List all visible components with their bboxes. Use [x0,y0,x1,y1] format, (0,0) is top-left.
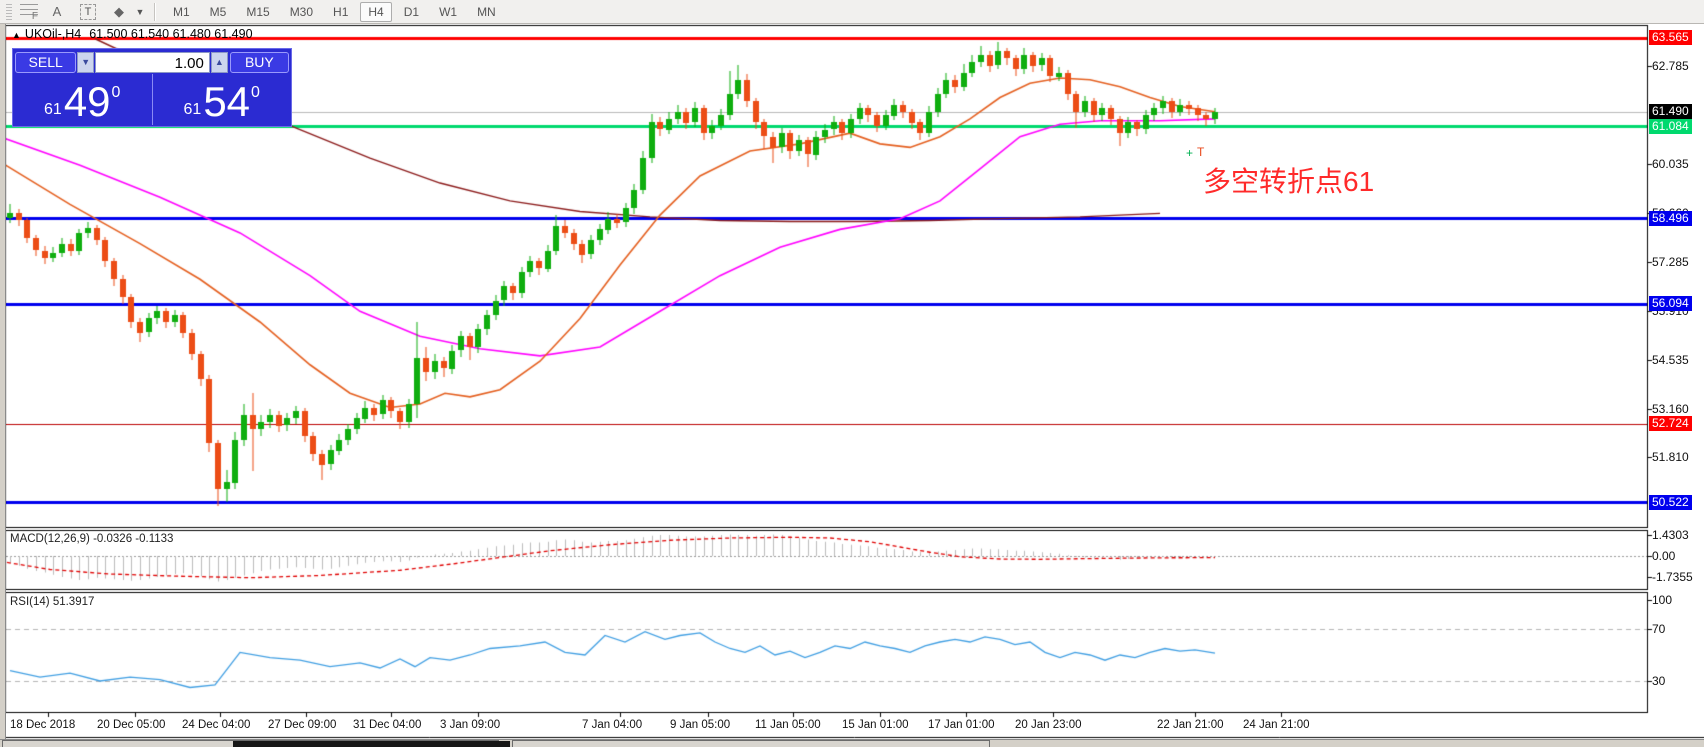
ohlc-values: 61.500 61.540 61.480 61.490 [89,27,253,41]
macd-indicator-label: MACD(12,26,9) -0.0326 -0.1133 [10,533,174,545]
time-axis-label: 9 Jan 05:00 [670,719,731,731]
collapse-triangle-icon[interactable]: ▲ [12,30,21,40]
price-badge: 56.094 [1649,296,1692,312]
macd-axis-label: 0.00 [1652,549,1676,563]
time-axis-label: 24 Dec 04:00 [182,719,251,731]
price-axis-label: 62.785 [1652,59,1689,73]
chart-title: ▲ UKOil-,H4 61.500 61.540 61.480 61.490 [12,27,253,41]
buy-button[interactable]: BUY [229,52,290,73]
buy-price-display[interactable]: 61 54 0 [153,74,292,125]
object-anchor-marker[interactable]: T [1197,145,1205,159]
time-axis-label: 20 Dec 05:00 [97,719,166,731]
price-badge: 58.496 [1649,210,1692,226]
rsi-indicator-label: RSI(14) 51.3917 [10,596,95,608]
sell-price-prefix: 61 [44,101,62,118]
time-axis-label: 24 Jan 21:00 [1243,719,1310,731]
window-left-border [0,24,6,747]
symbol-timeframe-label: UKOil-,H4 [24,27,82,41]
price-badge: 61.084 [1649,118,1692,134]
price-badge: 50.522 [1649,494,1692,510]
object-anchor-marker[interactable]: + [1186,146,1194,160]
price-axis-label: 51.810 [1652,450,1689,465]
price-badge: 63.565 [1649,30,1692,46]
time-axis-label: 27 Dec 09:00 [268,719,337,731]
volume-increase-button[interactable]: ▲ [210,52,228,73]
price-axis-label: 57.285 [1652,254,1689,269]
macd-axis-label: 1.4303 [1652,528,1689,542]
one-click-trade-panel: SELL ▼ 1.00 ▲ BUY 61 49 0 61 54 0 [12,48,292,127]
window-tab-dark[interactable] [233,741,510,747]
price-axis-label: 60.035 [1652,156,1689,171]
buy-price-big: 54 [203,78,251,125]
sell-button[interactable]: SELL [15,52,77,73]
time-axis-label: 20 Jan 23:00 [1015,719,1082,731]
rsi-axis-label: 30 [1652,674,1666,688]
window-tabs-strip [0,739,1704,747]
time-axis-label: 15 Jan 01:00 [842,719,909,731]
time-axis-label: 7 Jan 04:00 [582,719,643,731]
price-axis-label: 53.160 [1652,401,1689,416]
chart-text-annotation: 多空转折点61 [1203,166,1375,197]
volume-decrease-button[interactable]: ▼ [77,52,95,73]
sell-price-pip: 0 [111,84,121,101]
time-axis-label: 18 Dec 2018 [10,719,76,731]
buy-price-pip: 0 [251,84,260,101]
sell-price-display[interactable]: 61 49 0 [13,74,153,125]
buy-price-prefix: 61 [183,101,202,118]
time-axis-label: 22 Jan 21:00 [1157,719,1224,731]
price-badge: 52.724 [1649,416,1692,432]
rsi-axis-label: 70 [1652,622,1666,636]
price-axis-label: 54.535 [1652,352,1689,367]
time-axis-label: 11 Jan 05:00 [755,719,821,731]
time-axis-label: 3 Jan 09:00 [440,719,501,731]
rsi-axis-label: 100 [1652,593,1673,607]
time-axis-label: 17 Jan 01:00 [928,719,995,731]
price-badge: 61.490 [1649,104,1692,120]
window-tab-box[interactable] [512,740,990,747]
time-axis-label: 31 Dec 04:00 [353,719,422,731]
sell-price-big: 49 [63,78,111,125]
macd-axis-label: -1.7355 [1652,570,1693,584]
volume-input[interactable]: 1.00 [95,52,210,73]
